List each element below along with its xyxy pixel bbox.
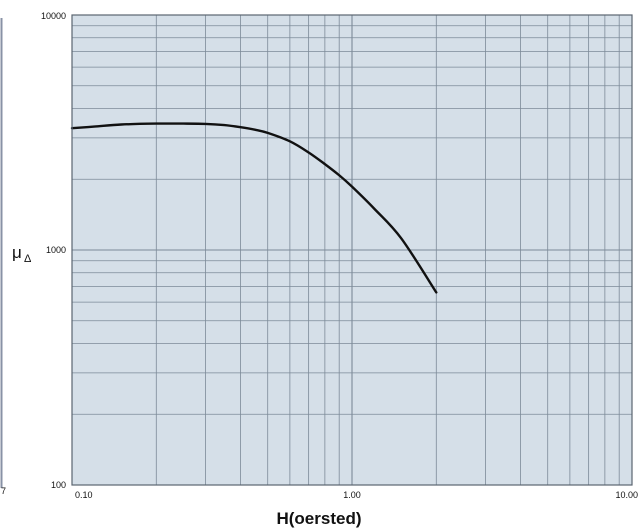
left-edge-fragment: 7 [1,486,6,496]
y-axis-label-subscript: Δ [24,253,32,265]
series-curve [70,122,438,294]
x-axis-label: H(oersted) [276,509,361,528]
x-tick-label: 10.00 [615,490,638,500]
tick-labels: 0.10 1.00 10.00 100 1000 10000 [41,11,638,500]
y-tick-label: 10000 [41,11,66,21]
y-tick-label: 100 [51,480,66,490]
y-tick-label: 1000 [46,245,66,255]
y-axis-label: μ [12,243,22,262]
x-tick-label: 0.10 [75,490,93,500]
plot-frame [71,14,633,486]
x-tick-label: 1.00 [343,490,361,500]
grid-lines [72,15,632,485]
